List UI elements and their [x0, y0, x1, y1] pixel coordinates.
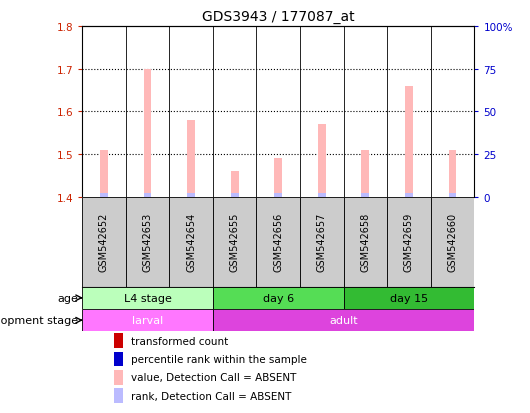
Text: day 6: day 6 — [263, 293, 294, 303]
Bar — [213, 287, 343, 309]
Text: rank, Detection Call = ABSENT: rank, Detection Call = ABSENT — [131, 391, 292, 401]
Bar — [318, 125, 326, 197]
Bar — [213, 309, 474, 332]
Text: value, Detection Call = ABSENT: value, Detection Call = ABSENT — [131, 373, 297, 382]
Bar — [387, 197, 431, 287]
Bar — [231, 172, 239, 197]
Bar — [405, 193, 413, 197]
Text: GSM542660: GSM542660 — [447, 213, 457, 272]
Bar — [187, 193, 195, 197]
Text: GSM542659: GSM542659 — [404, 213, 414, 272]
Text: L4 stage: L4 stage — [123, 293, 171, 303]
Bar — [431, 197, 474, 287]
Bar — [144, 193, 152, 197]
Bar — [231, 193, 239, 197]
Text: GSM542655: GSM542655 — [229, 213, 240, 272]
Bar — [113, 333, 123, 348]
Text: GSM542653: GSM542653 — [143, 213, 153, 272]
Bar — [275, 193, 282, 197]
Bar — [100, 193, 108, 197]
Text: day 15: day 15 — [390, 293, 428, 303]
Text: GSM542657: GSM542657 — [317, 213, 327, 272]
Bar — [113, 388, 123, 403]
Text: GSM542658: GSM542658 — [360, 213, 370, 272]
Text: adult: adult — [329, 316, 358, 325]
Text: transformed count: transformed count — [131, 336, 228, 346]
Text: percentile rank within the sample: percentile rank within the sample — [131, 354, 307, 364]
Text: development stage: development stage — [0, 316, 78, 325]
Bar — [448, 151, 456, 197]
Bar — [113, 352, 123, 366]
Bar — [448, 193, 456, 197]
Text: GSM542656: GSM542656 — [273, 213, 283, 272]
Bar — [213, 197, 257, 287]
Bar — [126, 197, 169, 287]
Bar — [82, 309, 213, 332]
Bar — [187, 121, 195, 197]
Bar — [257, 197, 300, 287]
Bar — [405, 87, 413, 197]
Bar — [343, 197, 387, 287]
Bar — [343, 287, 474, 309]
Bar — [318, 193, 326, 197]
Bar — [169, 197, 213, 287]
Bar — [361, 193, 369, 197]
Bar — [100, 151, 108, 197]
Title: GDS3943 / 177087_at: GDS3943 / 177087_at — [202, 10, 355, 24]
Bar — [300, 197, 343, 287]
Bar — [144, 69, 152, 197]
Text: GSM542652: GSM542652 — [99, 213, 109, 272]
Text: GSM542654: GSM542654 — [186, 213, 196, 272]
Bar — [113, 370, 123, 385]
Bar — [275, 159, 282, 197]
Bar — [361, 151, 369, 197]
Bar — [82, 197, 126, 287]
Text: age: age — [57, 293, 78, 303]
Text: larval: larval — [132, 316, 163, 325]
Bar — [82, 287, 213, 309]
